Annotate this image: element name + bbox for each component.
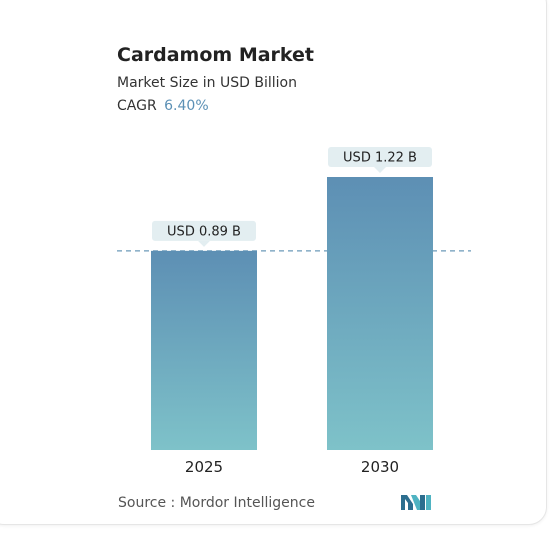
value-label-box-2025 — [152, 220, 256, 241]
source-label: Source : Mordor Intelligence — [118, 495, 315, 511]
bar-chart: USD 0.89 B 2025 USD 1.22 B 2030 — [117, 147, 471, 476]
mordor-intelligence-logo-icon — [401, 495, 431, 510]
bar-2025 — [151, 250, 257, 450]
value-label-pointer-2030 — [374, 167, 386, 173]
value-label-pointer-2025 — [198, 240, 210, 247]
cagr-line: CAGR 6.40% — [117, 98, 209, 114]
x-tick-label-2030: 2030 — [361, 458, 399, 476]
cagr-value: 6.40% — [164, 98, 209, 114]
chart-title: Cardamom Market — [117, 44, 315, 66]
value-label-2025: USD 0.89 B — [167, 224, 241, 239]
chart-subtitle: Market Size in USD Billion — [117, 75, 297, 91]
value-label-box-2030 — [328, 147, 432, 167]
chart-card — [0, 0, 547, 525]
cagr-label: CAGR — [117, 98, 157, 114]
bar-2030 — [327, 177, 433, 450]
value-label-2030: USD 1.22 B — [343, 151, 417, 166]
x-tick-label-2025: 2025 — [185, 458, 223, 476]
